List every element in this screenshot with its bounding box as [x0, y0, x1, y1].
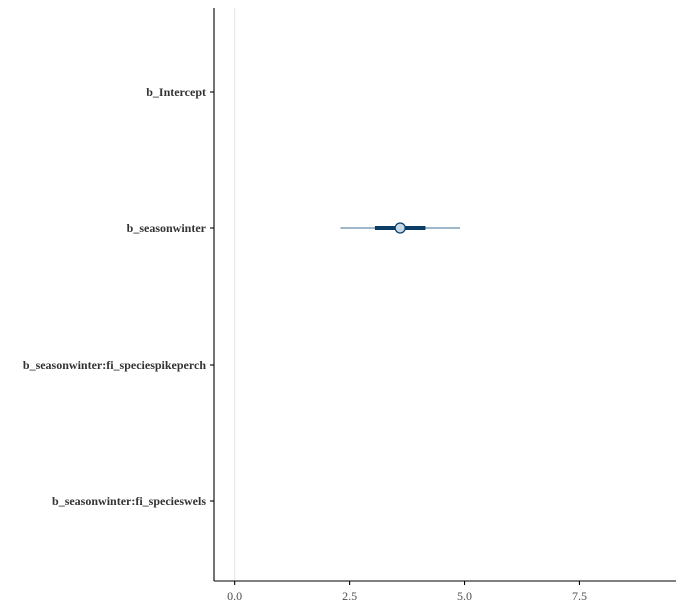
- x-tick-label: 7.5: [572, 589, 587, 603]
- y-tick-label: b_seasonwinter: [127, 221, 207, 235]
- x-axis-ticks: 0.0 2.5 5.0 7.5: [227, 581, 587, 603]
- y-tick-label: b_seasonwinter:fi_speciespikeperch: [23, 358, 206, 372]
- y-axis-ticks: b_Intercept b_seasonwinter b_seasonwinter:…: [23, 85, 214, 508]
- y-tick-label: b_Intercept: [146, 85, 206, 99]
- y-tick-label: b_seasonwinter:fi_specieswels: [52, 494, 206, 508]
- x-tick-label: 0.0: [227, 589, 242, 603]
- x-tick-label: 5.0: [457, 589, 472, 603]
- x-tick-label: 2.5: [342, 589, 357, 603]
- point-estimate: [394, 222, 406, 234]
- interval-marks: [340, 222, 460, 234]
